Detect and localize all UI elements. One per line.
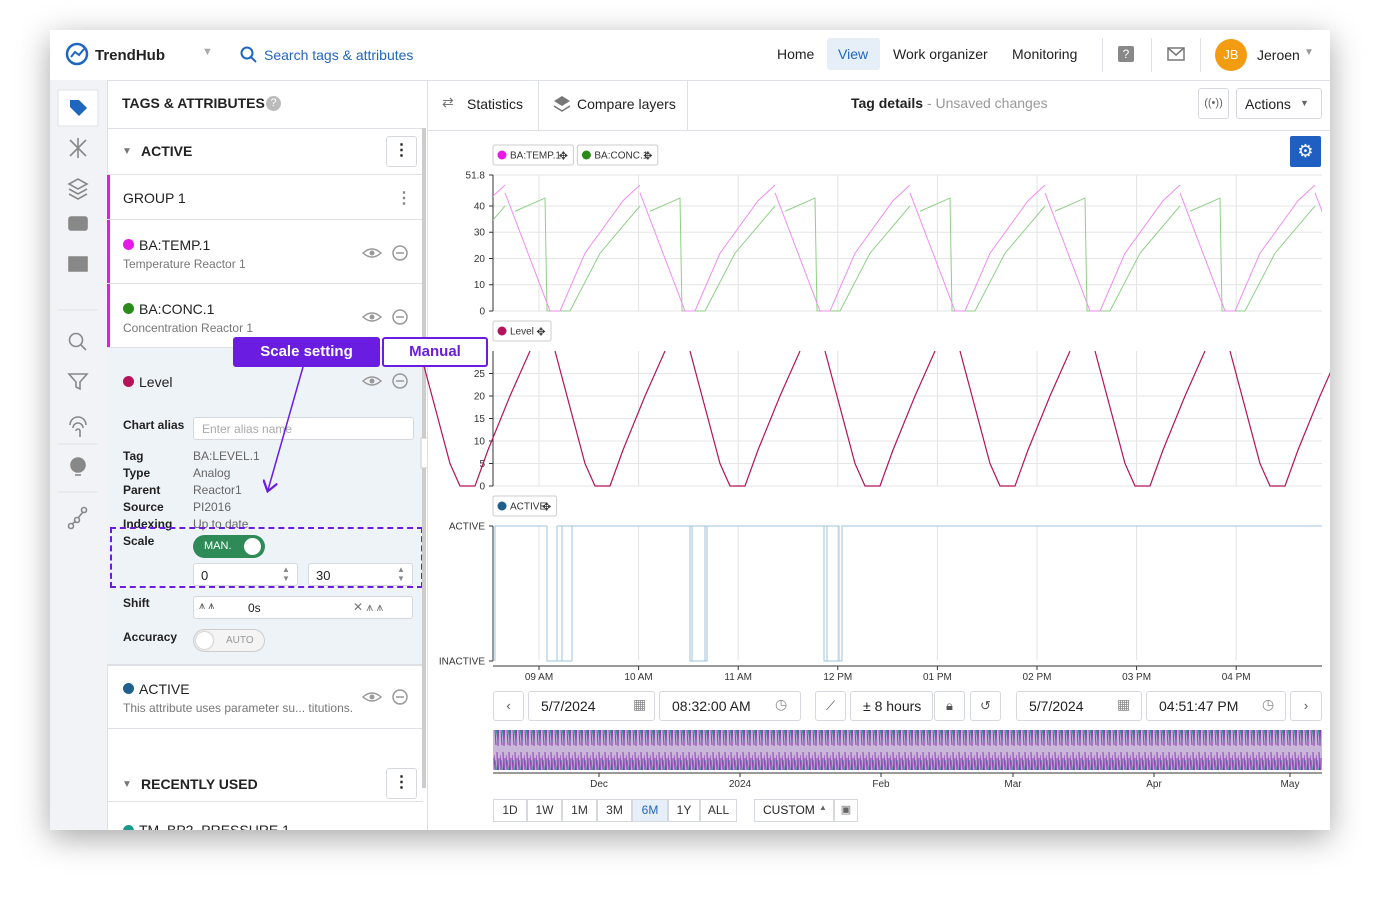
- range-button[interactable]: 1M: [562, 799, 597, 822]
- legend-move: ✥: [559, 151, 568, 163]
- overview-label: Mar: [1004, 779, 1022, 790]
- span-button-text: ± 8 hours: [863, 698, 921, 714]
- y-tick-label: INACTIVE: [439, 657, 485, 668]
- legend-swatch: [498, 327, 507, 336]
- end-date-text: 5/7/2024: [1029, 698, 1084, 714]
- custom-caret: ▲: [819, 803, 827, 812]
- legend-move: ✥: [542, 502, 551, 514]
- range-button[interactable]: 1W: [527, 799, 562, 822]
- overview-label: Feb: [872, 779, 890, 790]
- overview-label: 2024: [729, 779, 752, 790]
- x-tick-label: 10 AM: [624, 672, 652, 683]
- next-button[interactable]: ›: [1290, 691, 1322, 721]
- app-window: TrendHub ▼ Search tags & attributes Home…: [50, 30, 1330, 830]
- x-tick-label: 04 PM: [1222, 672, 1251, 683]
- start-time-text: 08:32:00 AM: [672, 698, 751, 714]
- y-tick-label: 10: [474, 280, 486, 291]
- y-tick-label: 20: [474, 254, 486, 265]
- end-time-text: 04:51:47 PM: [1159, 698, 1238, 714]
- range-button[interactable]: 1D: [493, 799, 527, 822]
- field-icon: ▦: [633, 696, 646, 713]
- y-tick-label: 20: [474, 392, 486, 403]
- x-tick-label: 03 PM: [1122, 672, 1151, 683]
- overview-label: Dec: [590, 779, 608, 790]
- overview-label: Apr: [1146, 779, 1162, 790]
- y-tick-label: 0: [479, 307, 485, 318]
- trend-line: [380, 198, 1330, 311]
- y-tick-label: 25: [474, 369, 486, 380]
- x-tick-label: 11 AM: [724, 672, 752, 683]
- legend-swatch: [582, 151, 591, 160]
- legend-move: ✥: [643, 151, 652, 163]
- x-tick-label: 12 PM: [823, 672, 852, 683]
- y-tick-label: 10: [474, 437, 486, 448]
- custom-icon[interactable]: ▣: [834, 799, 858, 822]
- lock-button[interactable]: 🔒︎: [934, 691, 965, 721]
- legend-swatch: [498, 151, 507, 160]
- field-icon: ◷: [775, 696, 787, 713]
- y-tick-label: 30: [474, 228, 486, 239]
- y-tick-label: ACTIVE: [449, 522, 485, 533]
- range-button[interactable]: 3M: [597, 799, 632, 822]
- prev-button[interactable]: ‹: [493, 691, 524, 721]
- x-tick-label: 02 PM: [1023, 672, 1052, 683]
- field-icon: ▦: [1117, 696, 1130, 713]
- range-button[interactable]: 6M: [632, 799, 668, 822]
- x-tick-label: 09 AM: [525, 672, 553, 683]
- callout-manual: Manual: [382, 337, 488, 367]
- range-button[interactable]: 1Y: [668, 799, 700, 822]
- legend-swatch: [498, 502, 507, 511]
- legend-label: ACTIVE: [510, 502, 546, 513]
- y-tick-label: 51.8: [466, 171, 486, 182]
- callout-scale: Scale setting: [233, 337, 380, 367]
- legend-label: BA:CONC.1: [594, 151, 648, 162]
- start-date-text: 5/7/2024: [541, 698, 596, 714]
- x-tick-label: 01 PM: [923, 672, 952, 683]
- range-button[interactable]: ALL: [700, 799, 737, 822]
- legend-label: Level: [510, 327, 534, 338]
- history-button[interactable]: ↺: [970, 691, 1001, 721]
- field-icon: ◷: [1262, 696, 1274, 713]
- overview-label: May: [1281, 779, 1300, 790]
- y-tick-label: 0: [479, 482, 485, 493]
- y-tick-label: 40: [474, 201, 486, 212]
- y-tick-label: 15: [474, 414, 486, 425]
- overview-strip: [493, 730, 1322, 770]
- chart-mode[interactable]: ⟋: [815, 691, 846, 721]
- legend-label: BA:TEMP.1: [510, 151, 561, 162]
- plot-clip: [370, 185, 1330, 311]
- trend-line: [495, 526, 1322, 661]
- legend-move: ✥: [536, 327, 545, 339]
